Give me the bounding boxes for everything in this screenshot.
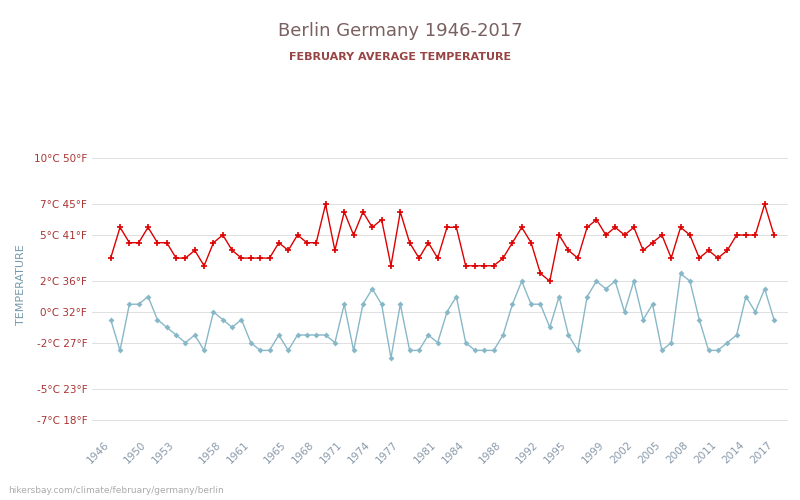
Text: hikersbay.com/climate/february/germany/berlin: hikersbay.com/climate/february/germany/b… bbox=[8, 486, 224, 495]
Text: FEBRUARY AVERAGE TEMPERATURE: FEBRUARY AVERAGE TEMPERATURE bbox=[289, 52, 511, 62]
Y-axis label: TEMPERATURE: TEMPERATURE bbox=[15, 244, 26, 326]
Text: Berlin Germany 1946-2017: Berlin Germany 1946-2017 bbox=[278, 22, 522, 40]
